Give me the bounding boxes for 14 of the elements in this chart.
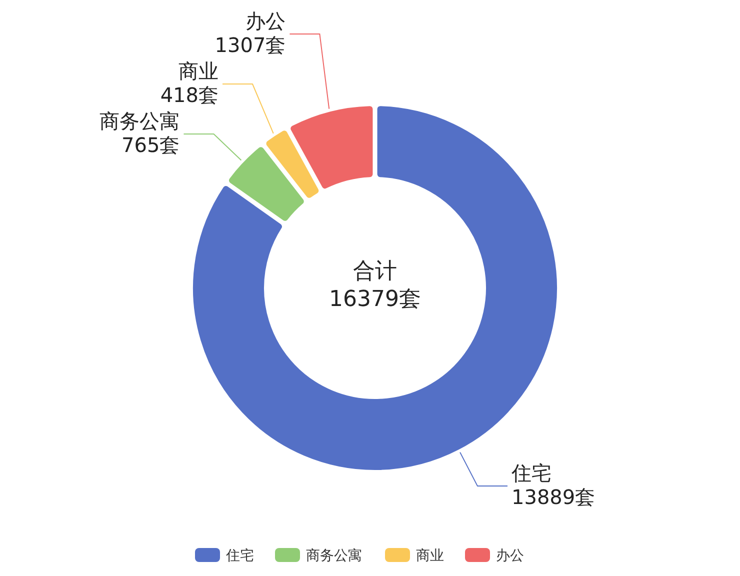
data-label: 1307套 xyxy=(214,32,286,57)
slice-label: 商务公寓 xyxy=(100,108,180,133)
legend-label: 商业 xyxy=(416,548,444,564)
text: 合计 xyxy=(353,259,397,284)
slice-label: 住宅 xyxy=(510,461,552,486)
slice-label: 商业 xyxy=(178,58,218,83)
text: 16379套 xyxy=(329,287,421,312)
legend-label: 办公 xyxy=(496,548,524,564)
legend-label: 商务公寓 xyxy=(306,548,362,564)
legend-label: 住宅 xyxy=(225,548,254,564)
slice-label: 办公 xyxy=(246,8,286,33)
data-label: 13889套 xyxy=(512,485,596,510)
data-label: 765套 xyxy=(122,132,180,157)
data-label: 418套 xyxy=(160,82,218,107)
